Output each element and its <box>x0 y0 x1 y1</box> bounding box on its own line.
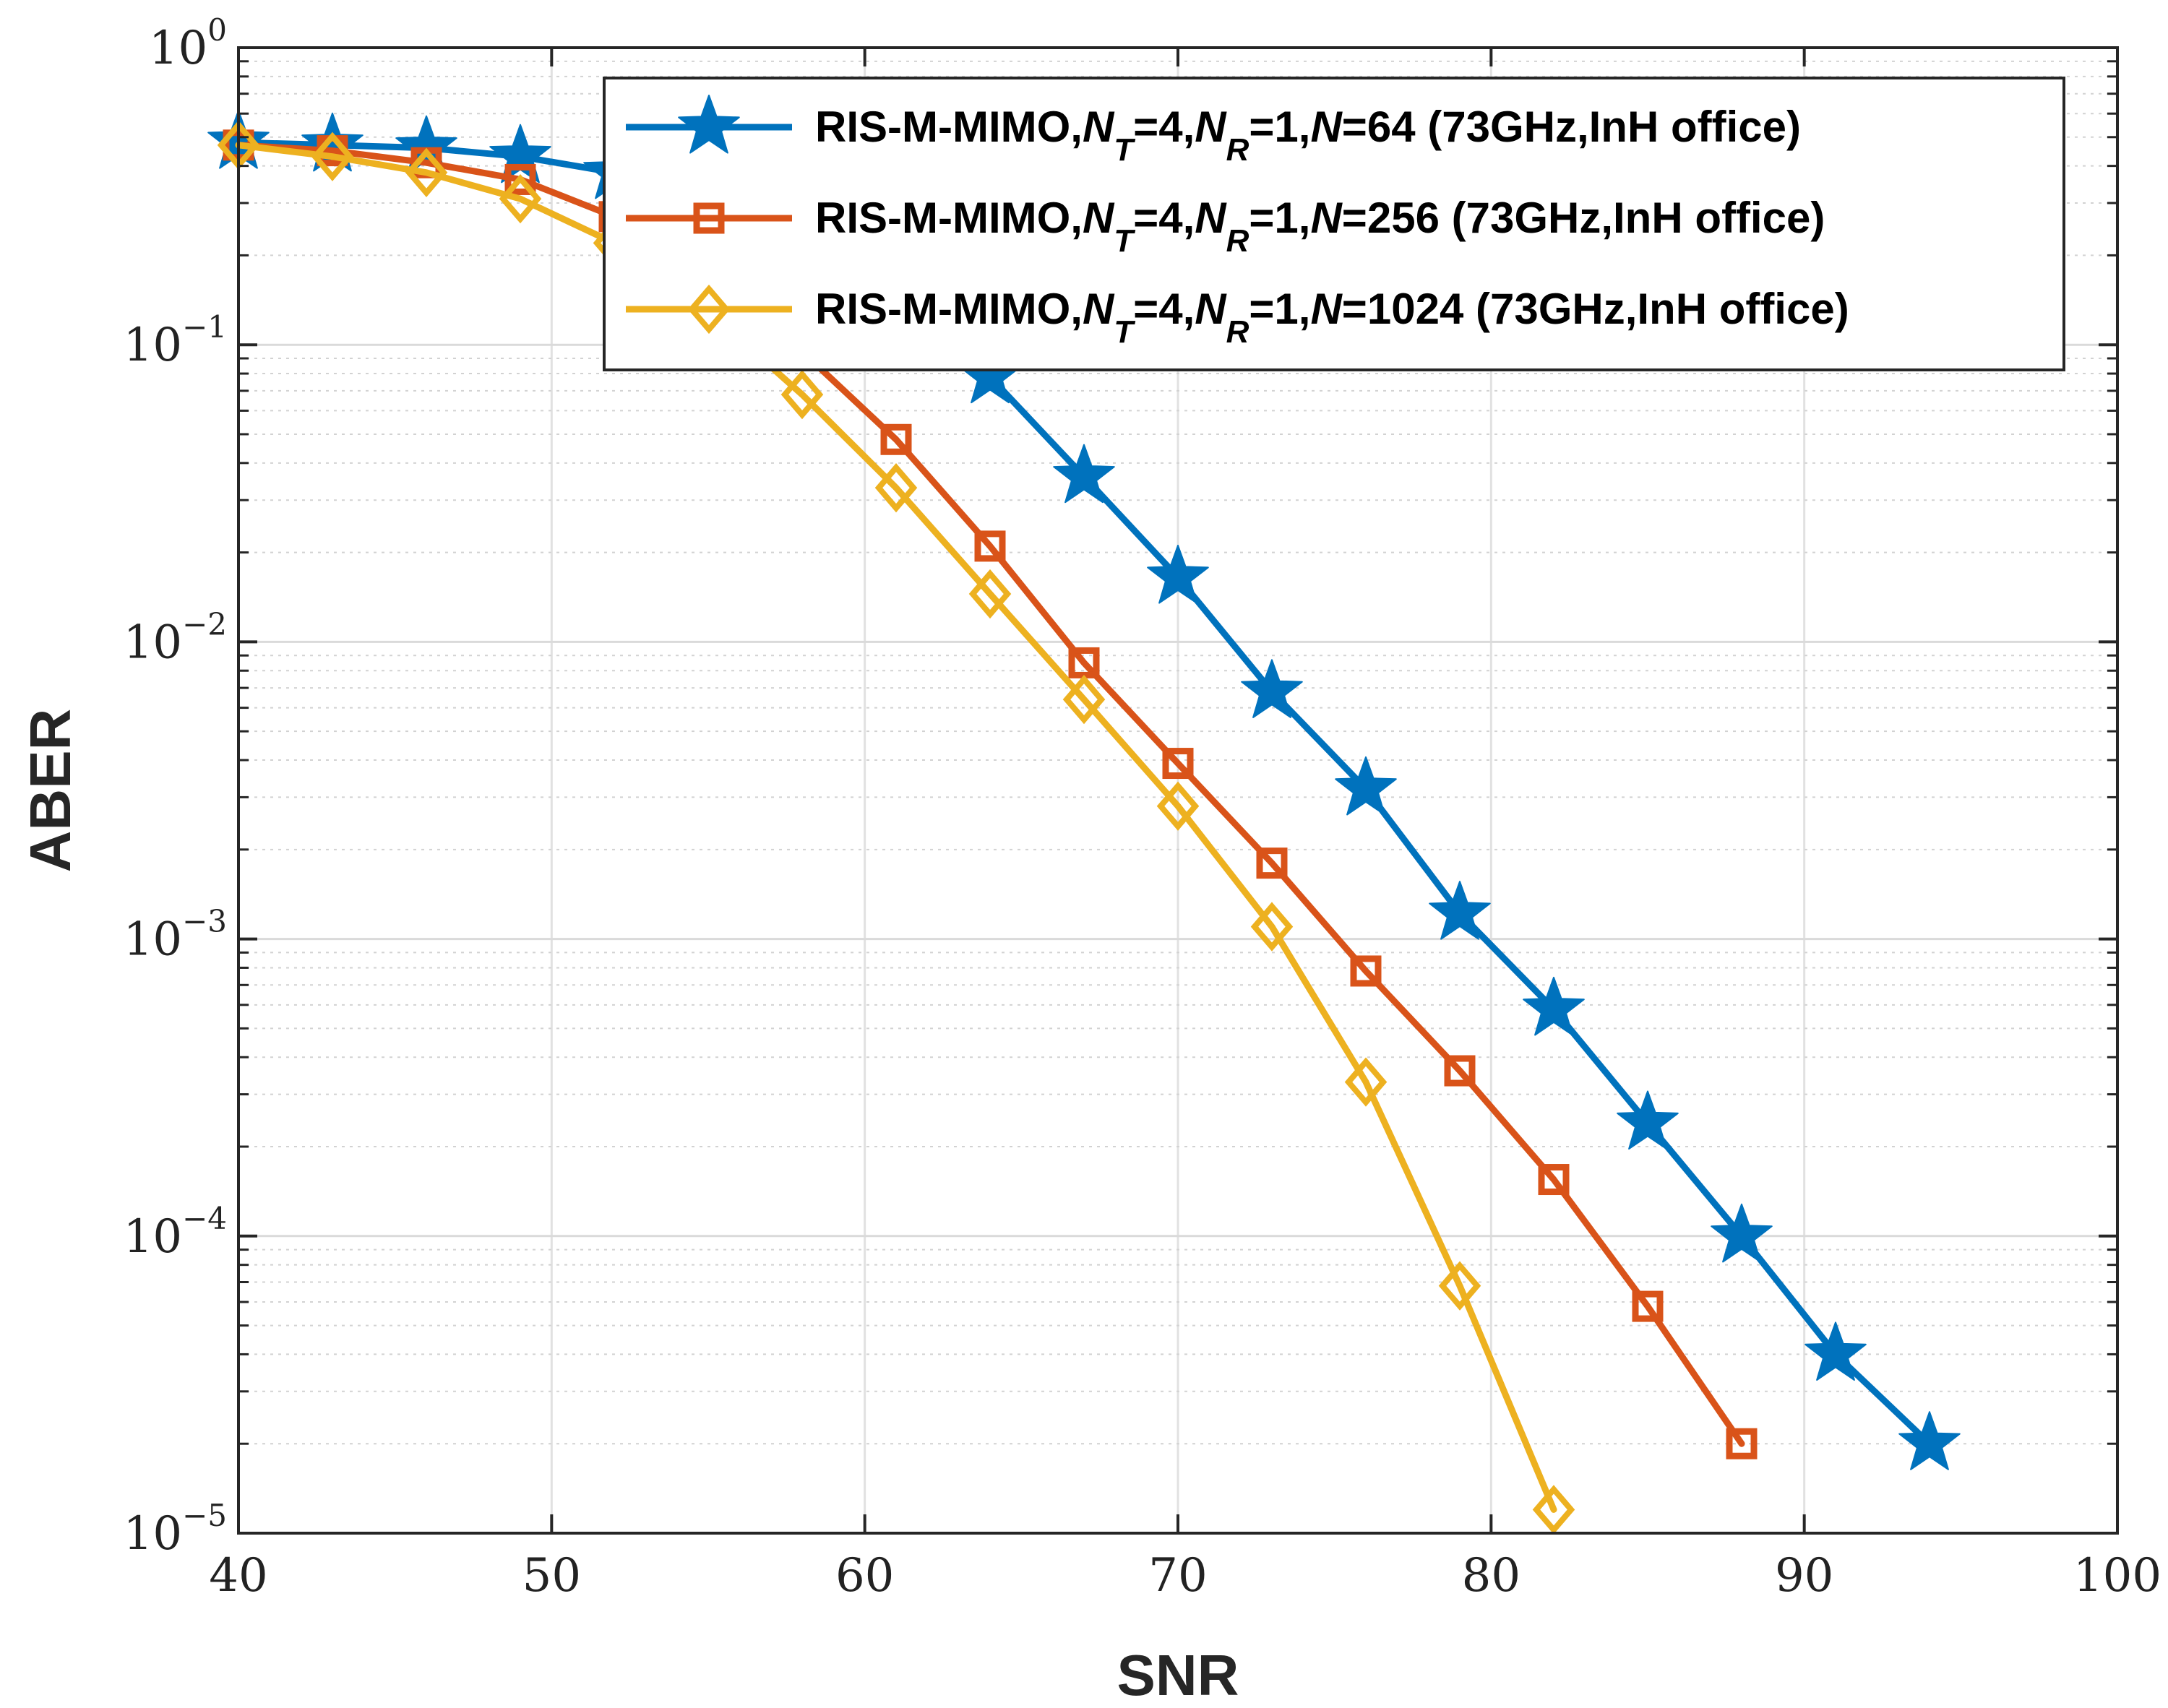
y-tick-label: 10−2 <box>124 606 227 669</box>
data-point <box>1053 444 1115 504</box>
data-point <box>1241 659 1303 718</box>
data-point <box>1444 1055 1476 1087</box>
y-tick-labels: 100 10−1 10−2 10−3 10−4 10−5 <box>124 12 227 1561</box>
legend-entry: RIS-M-MIMO,NT=4,NR=1,N=256 (73GHz,InH of… <box>626 194 1825 259</box>
legend-marker <box>678 95 740 154</box>
legend-box <box>603 77 2065 371</box>
y-axis-title: ABER <box>18 709 82 873</box>
data-point <box>874 463 918 513</box>
legend: RIS-M-MIMO,NT=4,NR=1,N=64 (73GHz,InH off… <box>603 77 2065 371</box>
data-point <box>1898 1411 1961 1470</box>
legend-entry: RIS-M-MIMO,NT=4,NR=1,N=1024 (73GHz,InH o… <box>626 284 1849 350</box>
legend-label: RIS-M-MIMO,NT=4,NR=1,N=64 (73GHz,InH off… <box>815 103 1801 168</box>
data-point <box>1062 674 1106 725</box>
data-point <box>1350 955 1382 987</box>
data-point <box>1429 881 1491 940</box>
x-tick-label: 60 <box>835 1549 894 1603</box>
x-tick-label: 50 <box>522 1549 581 1603</box>
data-point <box>1726 1428 1758 1459</box>
data-point <box>1256 847 1288 879</box>
y-tick-label: 10−5 <box>124 1498 227 1561</box>
legend-label: RIS-M-MIMO,NT=4,NR=1,N=1024 (73GHz,InH o… <box>815 285 1849 350</box>
x-tick-label: 80 <box>1462 1549 1520 1603</box>
y-tick-label: 100 <box>149 12 227 75</box>
x-axis-title: SNR <box>1117 1643 1239 1707</box>
x-tick-label: 100 <box>2073 1549 2161 1603</box>
data-point <box>499 174 542 224</box>
y-tick-label: 10−4 <box>124 1201 227 1264</box>
data-point <box>1250 902 1294 952</box>
data-point <box>1617 1090 1679 1150</box>
data-point <box>1538 1164 1570 1196</box>
data-point <box>1804 1321 1867 1381</box>
series-line <box>235 142 1745 1447</box>
data-point <box>1532 1485 1575 1535</box>
x-tick-labels: 40 50 60 70 80 90 100 <box>209 1549 2161 1603</box>
data-point <box>1156 781 1200 831</box>
data-point <box>504 163 536 195</box>
x-tick-label: 70 <box>1148 1549 1207 1603</box>
y-tick-label: 10−1 <box>124 309 227 372</box>
data-point <box>1711 1203 1773 1263</box>
data-point <box>880 423 912 455</box>
legend-marker <box>693 202 725 234</box>
data-point <box>1335 756 1397 816</box>
x-tick-label: 40 <box>209 1549 267 1603</box>
data-point <box>1632 1290 1664 1322</box>
data-point <box>1147 545 1209 604</box>
series-line <box>235 142 1557 1513</box>
axis-ticks <box>237 46 2119 1535</box>
legend-marker <box>687 284 731 335</box>
data-point <box>1438 1261 1481 1311</box>
y-tick-label: 10−3 <box>124 904 227 967</box>
x-tick-label: 90 <box>1775 1549 1833 1603</box>
data-point <box>405 147 448 197</box>
data-point <box>1523 976 1585 1036</box>
data-point <box>780 369 824 420</box>
data-point <box>1162 748 1194 780</box>
legend-entry: RIS-M-MIMO,NT=4,NR=1,N=64 (73GHz,InH off… <box>626 95 1801 168</box>
legend-label: RIS-M-MIMO,NT=4,NR=1,N=256 (73GHz,InH of… <box>815 194 1825 259</box>
data-point <box>974 530 1006 562</box>
data-point <box>311 131 354 181</box>
data-point <box>1344 1057 1388 1107</box>
data-point <box>968 569 1012 619</box>
